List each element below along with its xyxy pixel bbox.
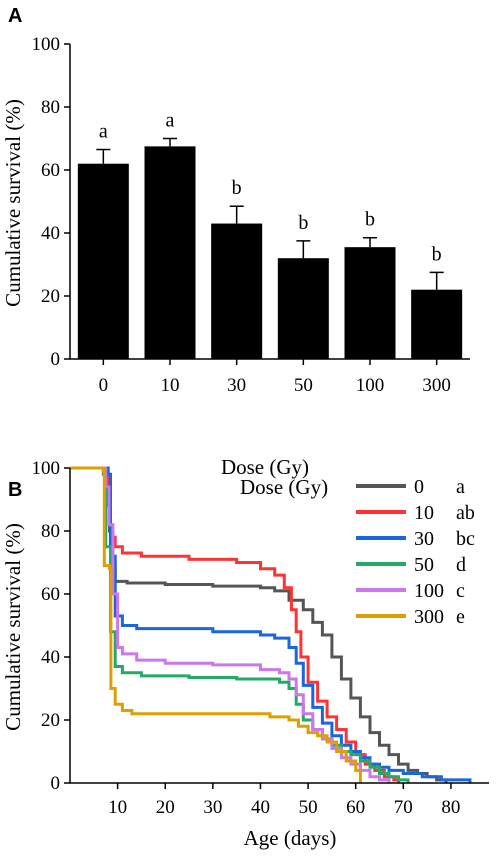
- panel-b-legend-label-10: 10: [414, 502, 434, 524]
- panel-b-legend-label-300: 300: [414, 606, 444, 628]
- panel-a-bar: [411, 289, 463, 359]
- panel-a-significance-letter: b: [298, 212, 308, 234]
- panel-b-y-tick-label: 100: [32, 458, 61, 479]
- panel-b-legend-letter-50: d: [456, 554, 466, 576]
- panel-a-significance-letter: b: [365, 209, 375, 231]
- panel-a-bar: [344, 247, 396, 359]
- panel-b-legend-letter-0: a: [456, 476, 465, 498]
- panel-a-x-tick-label: 50: [294, 375, 313, 396]
- panel-b-y-tick-label: 60: [41, 584, 60, 605]
- panel-b-legend-label-100: 100: [414, 580, 444, 602]
- panel-b-series-line-300: [70, 466, 362, 783]
- panel-a-bar-chart: A Cumulative survival (%) Dose (Gy) 0 20 4…: [1, 5, 470, 479]
- panel-b-legend: 0 a 10 ab 30 bc 50 d 100 c 300 e: [356, 476, 475, 628]
- panel-b-y-tick-label: 20: [41, 710, 60, 731]
- panel-a-y-tick-label: 80: [41, 97, 60, 118]
- panel-a-bar: [77, 163, 129, 359]
- panel-b-x-tick-label: 50: [299, 797, 318, 818]
- panel-a-y-axis-label: Cumulative survival (%): [1, 99, 25, 307]
- panel-b-x-tick-label: 10: [108, 797, 127, 818]
- panel-b-x-tick-label: 60: [346, 797, 365, 818]
- panel-b-legend-letter-100: c: [456, 580, 465, 602]
- panel-b-survival-curves: B Cumulative survival (%) Age (days) 0 20…: [1, 458, 489, 850]
- panel-b-series-line-30: [70, 466, 472, 783]
- panel-a-y-tick-label: 100: [32, 34, 61, 55]
- panel-b-x-tick-label: 80: [441, 797, 460, 818]
- panel-b-legend-label-0: 0: [414, 476, 424, 498]
- panel-a-significance-letter: a: [99, 121, 108, 143]
- panel-b-series-line-50: [70, 466, 410, 783]
- panel-a-x-tick-label: 300: [422, 375, 451, 396]
- panel-a-x-axis-label: Dose (Gy): [221, 455, 309, 479]
- panel-b-series-lines: [70, 466, 472, 783]
- panel-a-significance-letter: a: [166, 110, 175, 132]
- panel-b-x-ticks: 10 20 30 40 50 60 70 80: [108, 783, 460, 818]
- panel-b-y-tick-label: 80: [41, 521, 60, 542]
- panel-a-x-ticks: 0 10 30 50 100 300: [99, 359, 451, 396]
- panel-b-x-axis-label: Age (days): [244, 826, 337, 850]
- panel-a-bar: [211, 223, 263, 359]
- panel-b-legend-letter-300: e: [456, 606, 465, 628]
- panel-a-significance-letter: b: [232, 177, 242, 199]
- panel-b-y-ticks: 0 20 40 60 80 100: [32, 458, 70, 794]
- panel-b-legend-title: Dose (Gy): [240, 475, 328, 499]
- panel-a-y-tick-label: 40: [41, 223, 60, 244]
- panel-a-x-tick-label: 0: [99, 375, 109, 396]
- panel-b-legend-label-30: 30: [414, 528, 434, 550]
- panel-b-y-tick-label: 0: [51, 773, 61, 794]
- panel-a-bar: [277, 258, 329, 359]
- panel-b-x-tick-label: 20: [156, 797, 175, 818]
- panel-b-legend-letter-10: ab: [456, 502, 475, 524]
- panel-b-legend-letter-30: bc: [456, 528, 475, 550]
- panel-a-y-tick-label: 0: [51, 349, 61, 370]
- panel-a-x-tick-label: 10: [161, 375, 180, 396]
- panel-a-x-tick-label: 100: [356, 375, 385, 396]
- panel-b-y-tick-label: 40: [41, 647, 60, 668]
- panel-a-bars: a a b b b b: [77, 110, 463, 359]
- panel-a-label: A: [8, 5, 22, 27]
- panel-b-x-tick-label: 40: [251, 797, 270, 818]
- panel-b-y-axis-label: Cumulative survival (%): [1, 523, 25, 731]
- panel-b-series-line-10: [70, 466, 400, 783]
- panel-a-bar: [144, 146, 196, 359]
- panel-b-x-tick-label: 70: [394, 797, 413, 818]
- panel-b-legend-label-50: 50: [414, 554, 434, 576]
- panel-a-y-tick-label: 60: [41, 160, 60, 181]
- panel-b-label: B: [8, 479, 22, 501]
- panel-a-y-ticks: 0 20 40 60 80 100: [32, 34, 70, 370]
- panel-a-significance-letter: b: [432, 243, 442, 265]
- panel-b-x-tick-label: 30: [203, 797, 222, 818]
- panel-a-x-tick-label: 30: [227, 375, 246, 396]
- panel-a-y-tick-label: 20: [41, 286, 60, 307]
